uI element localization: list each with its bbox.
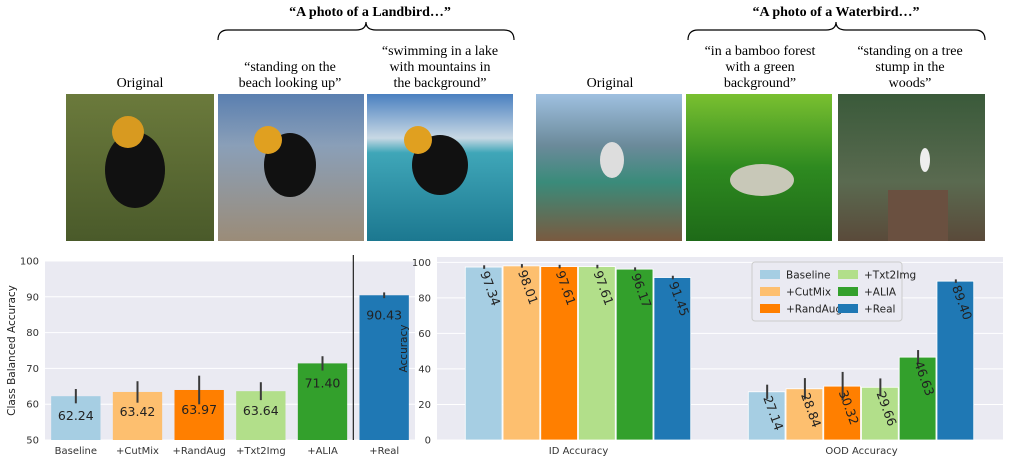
value-label: 63.64 <box>243 403 279 418</box>
x-tick-label: +Real <box>369 446 399 456</box>
braces <box>218 22 985 40</box>
legend-swatch <box>838 270 858 279</box>
caption: the background” <box>394 76 487 91</box>
x-tick-label: OOD Accuracy <box>825 446 897 456</box>
y-tick-label: 40 <box>418 364 431 375</box>
bird-head <box>254 126 282 154</box>
value-label: 90.43 <box>366 307 402 322</box>
x-tick-label: +RandAug <box>172 446 225 456</box>
bird-head <box>404 126 432 154</box>
caption: “standing on the <box>244 60 336 75</box>
caption: “in a bamboo forest <box>705 44 816 59</box>
caption: Original <box>587 76 634 91</box>
legend-label: +RandAug <box>786 304 842 316</box>
legend-label: +CutMix <box>786 287 831 299</box>
caption: Original <box>117 76 164 91</box>
y-tick-label: 100 <box>20 257 39 268</box>
brace <box>218 22 514 40</box>
photos <box>66 94 985 241</box>
y-tick-label: 90 <box>26 292 39 303</box>
caption: “swimming in a lake <box>382 44 498 59</box>
legend-label: +ALIA <box>864 287 897 299</box>
value-label: 63.42 <box>120 404 156 419</box>
caption: beach looking up” <box>239 76 342 91</box>
heading: “A photo of a Waterbird…” <box>753 5 920 20</box>
legend-swatch <box>838 287 858 296</box>
brace <box>688 22 985 40</box>
bird-head <box>112 116 144 148</box>
value-label: 71.40 <box>305 375 341 390</box>
y-tick-label: 80 <box>26 328 39 339</box>
legend-swatch <box>760 270 780 279</box>
x-tick-label: +Txt2Img <box>236 446 286 456</box>
legend-label: Baseline <box>786 270 831 282</box>
value-label: 63.97 <box>181 402 217 417</box>
y-tick-label: 100 <box>412 258 431 269</box>
figure: “A photo of a Landbird…” Original “standin… <box>0 0 1011 456</box>
x-tick-label: Baseline <box>55 446 97 456</box>
y-axis-label: Accuracy <box>398 325 410 373</box>
caption: with mountains in <box>389 60 490 75</box>
caption: stump in the <box>875 60 944 75</box>
y-axis-label: Class Balanced Accuracy <box>6 285 18 416</box>
page: “A photo of a Landbird…” Original “standin… <box>0 0 1011 456</box>
caption: woods” <box>889 76 932 91</box>
legend-swatch <box>838 304 858 313</box>
legend-swatch <box>760 304 780 313</box>
bird <box>730 164 794 196</box>
x-tick-label: ID Accuracy <box>549 446 609 456</box>
y-tick-label: 60 <box>26 400 39 411</box>
stump <box>888 190 948 241</box>
y-tick-label: 80 <box>418 293 431 304</box>
x-tick-label: +ALIA <box>307 446 338 456</box>
y-tick-label: 50 <box>26 436 39 447</box>
bird <box>920 148 930 172</box>
y-tick-label: 70 <box>26 364 39 375</box>
caption: background” <box>724 76 796 91</box>
value-label: 62.24 <box>58 408 94 423</box>
heading: “A photo of a Landbird…” <box>289 5 451 20</box>
legend-label: +Real <box>864 304 895 316</box>
caption: “standing on a tree <box>857 44 962 59</box>
y-tick-label: 20 <box>418 400 431 411</box>
legend-label: +Txt2Img <box>864 270 916 282</box>
y-tick-label: 0 <box>425 436 431 447</box>
legend-swatch <box>760 287 780 296</box>
bird <box>600 142 624 178</box>
caption: with a green <box>725 60 794 75</box>
x-tick-label: +CutMix <box>116 446 159 456</box>
y-tick-label: 60 <box>418 329 431 340</box>
